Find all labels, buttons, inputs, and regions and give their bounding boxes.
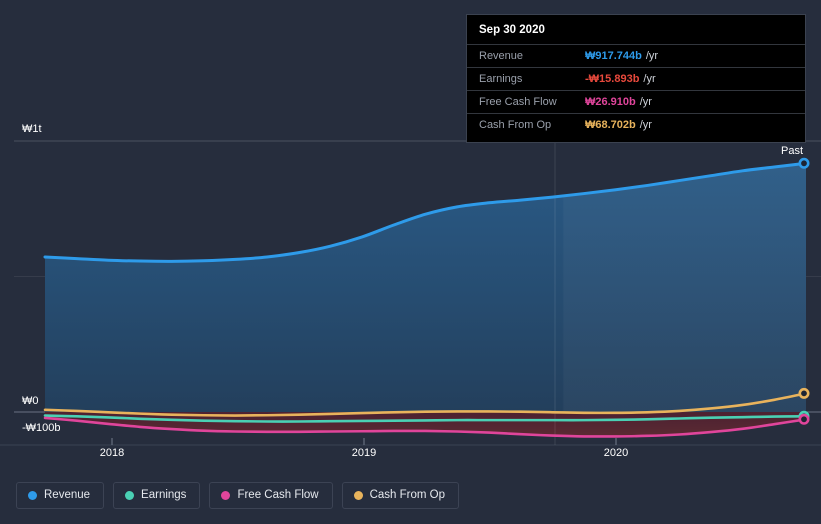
endpoint-marker-revenue <box>798 157 810 169</box>
line-revenue <box>43 161 808 263</box>
tooltip-row-label: Free Cash Flow <box>479 96 557 108</box>
endpoint-marker-cash-from-op <box>798 387 810 399</box>
revenue-area-shade <box>45 163 806 412</box>
tooltip-row-unit: /yr <box>643 73 656 85</box>
legend-label: Free Cash Flow <box>237 489 319 501</box>
x-axis-label-2020: 2020 <box>603 447 629 459</box>
line-cash-from-op <box>43 392 808 417</box>
tooltip-row-value: -₩15.893b <box>585 73 640 85</box>
legend-label: Earnings <box>141 489 187 501</box>
chart-canvas <box>0 140 821 446</box>
tooltip-row-value: ₩68.702b <box>585 119 636 131</box>
tooltip-row-unit: /yr <box>639 119 652 131</box>
tooltip-row-label: Cash From Op <box>479 119 552 131</box>
legend-label: Revenue <box>44 489 91 501</box>
line-free-cash-flow <box>43 416 808 438</box>
legend-item-cash-from-op[interactable]: Cash From Op <box>341 482 460 509</box>
endpoint-marker-free-cash-flow <box>798 413 810 425</box>
chart-legend[interactable]: Revenue Earnings Free Cash Flow Cash From O… <box>16 482 460 509</box>
tooltip-row-label: Earnings <box>479 73 523 85</box>
tooltip-row-revenue: Revenue ₩917.744b/yr <box>467 44 805 67</box>
tooltip-row-free-cash-flow: Free Cash Flow ₩26.910b/yr <box>467 90 805 113</box>
tooltip-row-unit: /yr <box>639 96 652 108</box>
x-axis-label-2019: 2019 <box>351 447 377 459</box>
tooltip-date: Sep 30 2020 <box>479 24 545 36</box>
past-annotation-label: Past <box>780 145 803 157</box>
revenue-area-group <box>45 163 806 412</box>
series-cash-from-op[interactable] <box>43 387 810 417</box>
series-free-cash-flow[interactable] <box>43 413 810 438</box>
tooltip-row-earnings: Earnings -₩15.893b/yr <box>467 67 805 90</box>
tooltip-row-cash-from-op: Cash From Op ₩68.702b/yr <box>467 113 805 136</box>
legend-color-dot <box>125 491 135 500</box>
tooltip-row-label: Revenue <box>479 50 524 62</box>
legend-item-free-cash-flow[interactable]: Free Cash Flow <box>209 482 333 509</box>
tooltip-row-value: ₩917.744b <box>585 50 642 62</box>
legend-color-dot <box>353 491 363 500</box>
y-axis-label-bottom: -₩100b <box>22 422 61 434</box>
line-earnings <box>43 414 808 423</box>
x-axis-ticks <box>111 438 617 445</box>
x-axis-label-2018: 2018 <box>99 447 125 459</box>
tooltip-row-value: ₩26.910b <box>585 96 636 108</box>
legend-label: Cash From Op <box>369 489 446 501</box>
tooltip-rows: Revenue ₩917.744b/yr Earnings -₩15.893b/yr F… <box>467 44 805 136</box>
chart-tooltip: Sep 30 2020 Revenue ₩917.744b/yr Earnings -… <box>466 14 806 143</box>
chart-plot-area[interactable] <box>0 0 821 470</box>
legend-item-earnings[interactable]: Earnings <box>113 482 201 509</box>
y-axis-label-zero: ₩0 <box>22 394 43 409</box>
tooltip-row-unit: /yr <box>645 50 659 62</box>
legend-item-revenue[interactable]: Revenue <box>16 482 105 509</box>
y-axis-label-top: ₩1t <box>22 122 46 137</box>
series-revenue[interactable] <box>43 157 810 263</box>
legend-color-dot <box>28 491 37 500</box>
legend-color-dot <box>221 491 231 500</box>
